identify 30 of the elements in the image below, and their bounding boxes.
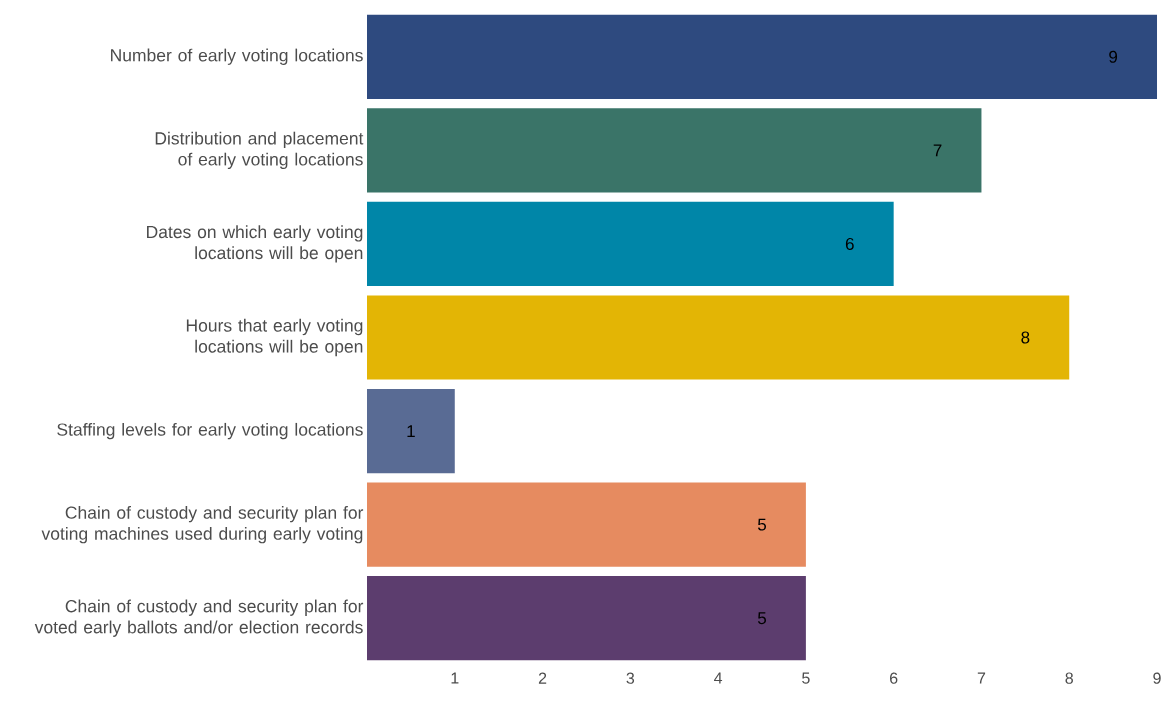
y-tick-label: Chain of custody and security plan for voting machines used during early voting <box>41 505 364 544</box>
data-label: 5 <box>757 518 767 531</box>
data-label: 5 <box>757 612 767 625</box>
y-tick-label: Staffing levels for early voting locations <box>57 422 363 440</box>
bar <box>367 388 455 474</box>
x-tick-label: 4 <box>714 672 723 684</box>
x-tick-label: 3 <box>626 672 635 684</box>
data-label: 9 <box>1109 50 1118 63</box>
y-tick-label: Number of early voting locations <box>111 48 363 65</box>
y-tick-label: Chain of custody and security plan for voted early ballots and/or election records <box>34 599 364 637</box>
x-tick-label: 7 <box>977 672 986 684</box>
y-tick-label: Dates on which early voting locations will be open <box>147 225 363 263</box>
y-tick-label: Hours that early voting locations will be open <box>186 318 363 357</box>
data-label: 1 <box>407 425 415 437</box>
x-tick-label: 5 <box>802 672 810 684</box>
x-tick-label: 2 <box>538 672 547 684</box>
data-label: 7 <box>933 144 942 157</box>
bar <box>367 576 806 661</box>
bar <box>367 482 806 567</box>
x-tick-label: 9 <box>1153 672 1161 684</box>
y-tick-label: Distribution and placement of early voting locations <box>155 131 364 170</box>
x-tick-label: 8 <box>1065 672 1073 684</box>
bar <box>367 108 982 193</box>
x-tick-label: 1 <box>451 672 459 684</box>
bar <box>367 14 1158 99</box>
data-label: 6 <box>845 237 854 250</box>
bar <box>367 201 894 287</box>
x-tick-label: 6 <box>890 672 898 684</box>
bar <box>367 295 1070 380</box>
data-label: 8 <box>1021 331 1030 344</box>
